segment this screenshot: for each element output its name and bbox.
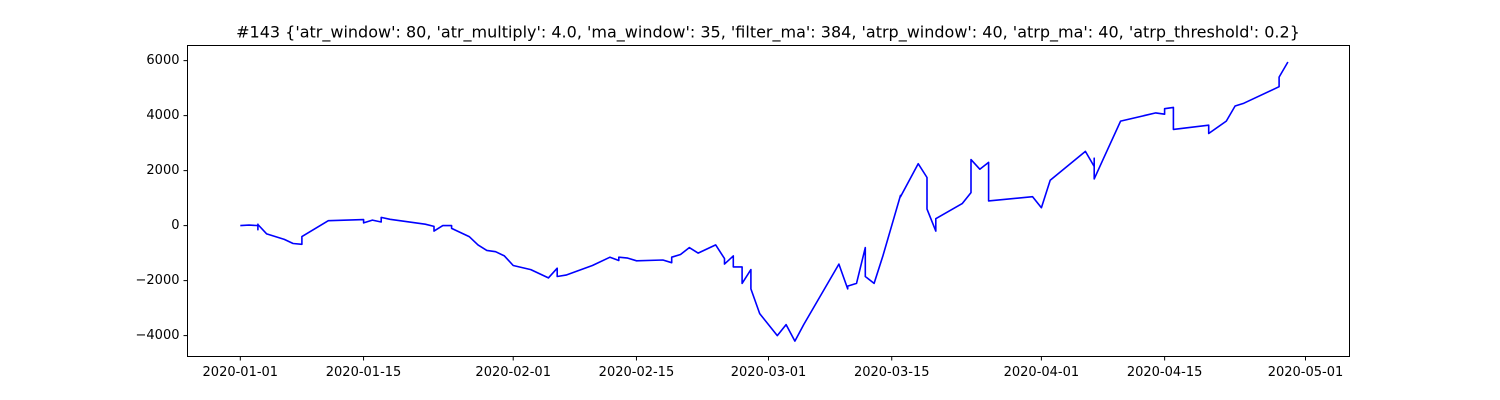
data-line <box>240 61 1289 342</box>
x-tick-label: 2020-03-01 <box>731 365 807 380</box>
y-tick-label: 2000 <box>146 163 179 178</box>
plot-frame <box>187 45 1350 357</box>
y-tick-label: −4000 <box>136 328 180 343</box>
x-tick-label: 2020-02-01 <box>475 365 551 380</box>
y-tick-label: −2000 <box>136 273 180 288</box>
y-tick-label: 6000 <box>146 53 179 68</box>
x-tick-label: 2020-04-15 <box>1127 365 1203 380</box>
x-tick-label: 2020-01-15 <box>326 365 402 380</box>
x-tick-label: 2020-01-01 <box>203 365 279 380</box>
x-tick-label: 2020-05-01 <box>1268 365 1344 380</box>
chart-title: #143 {'atr_window': 80, 'atr_multiply': … <box>236 23 1300 43</box>
x-tick-label: 2020-03-15 <box>854 365 930 380</box>
x-tick-label: 2020-04-01 <box>1004 365 1080 380</box>
x-tick-label: 2020-02-15 <box>599 365 675 380</box>
y-tick-label: 4000 <box>146 108 179 123</box>
y-tick-label: 0 <box>171 218 179 233</box>
